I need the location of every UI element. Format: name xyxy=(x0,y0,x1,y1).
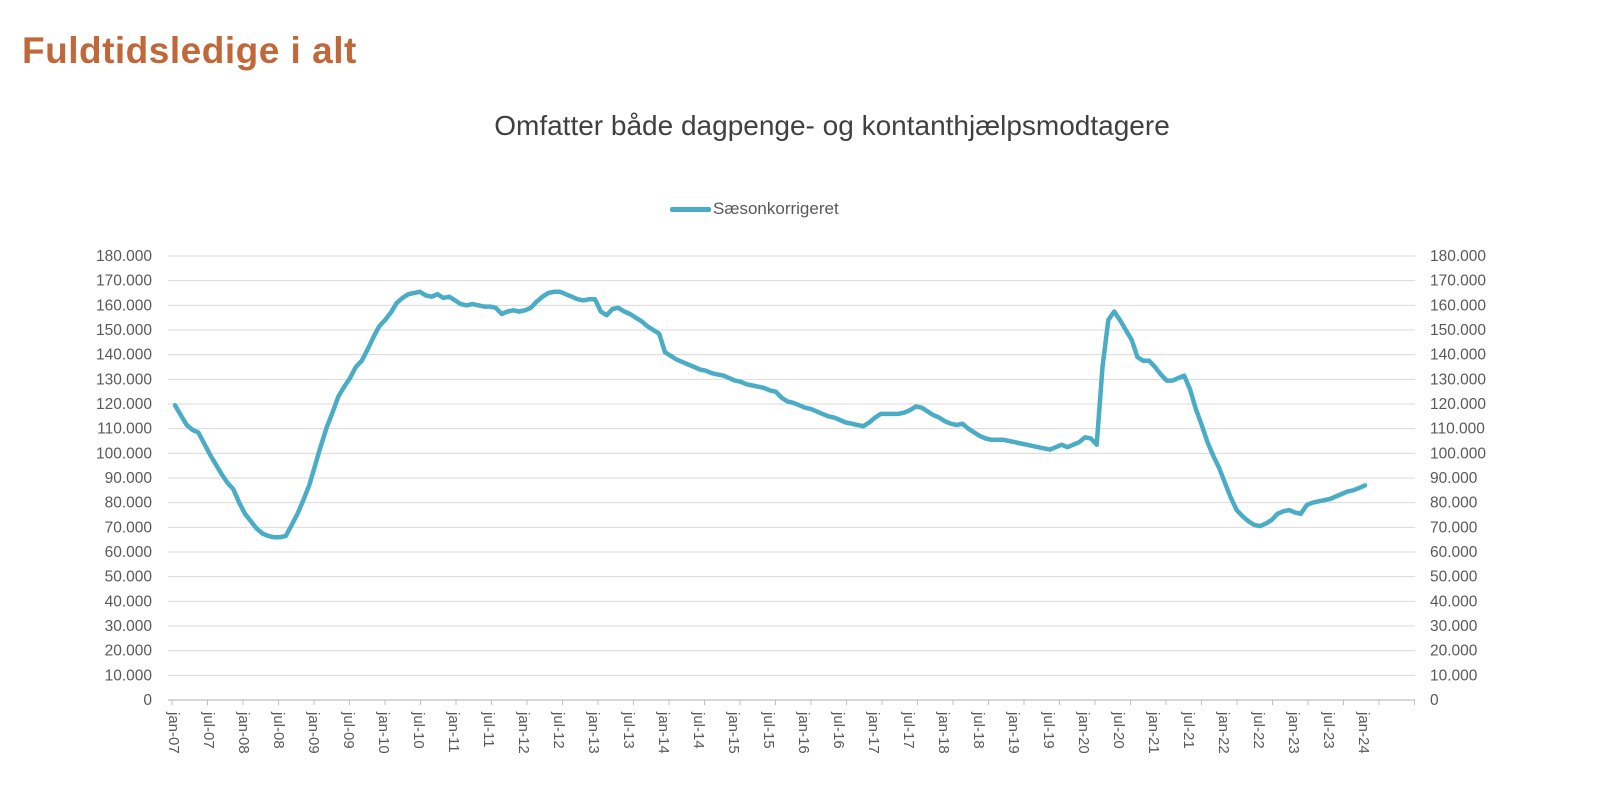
x-axis-label: jul-23 xyxy=(1320,711,1337,749)
y-axis-label-right: 80.000 xyxy=(1430,495,1478,512)
y-axis-label-left: 130.000 xyxy=(96,371,152,388)
x-axis-label: jul-13 xyxy=(620,711,637,749)
y-axis-label-left: 90.000 xyxy=(105,470,153,487)
y-axis-label-right: 140.000 xyxy=(1430,347,1486,364)
y-axis-label-right: 150.000 xyxy=(1430,322,1486,339)
x-axis-label: jan-21 xyxy=(1145,711,1162,754)
y-axis-label-right: 10.000 xyxy=(1430,667,1478,684)
chart-title: Omfatter både dagpenge- og kontanthjælps… xyxy=(494,110,1170,141)
x-axis-label: jan-18 xyxy=(935,711,952,754)
y-axis-label-left: 10.000 xyxy=(105,667,153,684)
y-axis-label-right: 100.000 xyxy=(1430,445,1486,462)
y-axis-label-left: 80.000 xyxy=(105,495,153,512)
y-axis-label-left: 30.000 xyxy=(105,618,153,635)
x-axis-label: jul-18 xyxy=(970,711,987,749)
x-axis-label: jan-07 xyxy=(165,711,182,754)
y-axis-label-right: 130.000 xyxy=(1430,371,1486,388)
y-axis-label-right: 50.000 xyxy=(1430,569,1478,586)
x-axis-label: jul-14 xyxy=(690,711,707,749)
y-axis-label-right: 120.000 xyxy=(1430,396,1486,413)
x-axis-label: jul-08 xyxy=(270,711,287,749)
legend-line-swatch-icon xyxy=(670,206,711,212)
y-axis-label-right: 30.000 xyxy=(1430,618,1478,635)
y-axis-label-left: 150.000 xyxy=(96,322,152,339)
y-axis-label-right: 90.000 xyxy=(1430,470,1478,487)
x-axis-label: jan-24 xyxy=(1355,711,1372,754)
series-line-saesonkorrigeret xyxy=(172,289,1368,540)
y-axis-label-left: 0 xyxy=(143,692,152,709)
x-axis-label: jan-19 xyxy=(1005,711,1022,754)
y-axis-label-left: 70.000 xyxy=(105,519,153,536)
y-axis-label-left: 140.000 xyxy=(96,347,152,364)
y-axis-label-right: 110.000 xyxy=(1430,421,1485,438)
x-axis-label: jan-09 xyxy=(305,711,322,754)
x-axis-label: jan-12 xyxy=(515,711,532,754)
y-axis-label-left: 160.000 xyxy=(96,297,152,314)
y-axis-label-left: 20.000 xyxy=(105,643,153,660)
y-axis-label-right: 70.000 xyxy=(1430,519,1478,536)
legend-series-label: Sæsonkorrigeret xyxy=(713,199,839,218)
x-axis-label: jan-11 xyxy=(445,711,462,753)
y-axis-label-right: 170.000 xyxy=(1430,273,1486,290)
x-axis-label: jan-23 xyxy=(1285,711,1302,754)
y-axis-label-right: 60.000 xyxy=(1430,544,1478,561)
x-axis-label: jan-16 xyxy=(795,711,812,754)
y-axis-label-left: 170.000 xyxy=(96,273,152,290)
chart-legend: Sæsonkorrigeret xyxy=(670,199,839,219)
x-axis-label: jan-13 xyxy=(585,711,602,754)
y-axis-label-left: 40.000 xyxy=(105,593,153,610)
x-axis-label: jul-20 xyxy=(1110,711,1127,749)
y-axis-label-right: 160.000 xyxy=(1430,297,1486,314)
y-axis-label-right: 20.000 xyxy=(1430,643,1478,660)
x-axis-label: jul-09 xyxy=(340,711,357,749)
x-axis-label: jan-14 xyxy=(655,711,672,754)
x-axis-label: jan-15 xyxy=(725,711,742,754)
x-axis-label: jan-22 xyxy=(1215,711,1232,754)
x-axis-label: jul-16 xyxy=(830,711,847,749)
y-axis-label-right: 180.000 xyxy=(1430,248,1486,265)
y-axis-label-left: 110.000 xyxy=(97,421,152,438)
x-axis-label: jan-20 xyxy=(1075,711,1092,754)
y-axis-label-left: 50.000 xyxy=(105,569,153,586)
x-axis-label: jul-22 xyxy=(1250,711,1267,749)
y-axis-label-right: 40.000 xyxy=(1430,593,1478,610)
x-axis-label: jan-17 xyxy=(865,711,882,754)
x-axis-label: jul-19 xyxy=(1040,711,1057,749)
page-title: Fuldtidsledige i alt xyxy=(22,30,357,71)
y-axis-label-right: 0 xyxy=(1430,692,1439,709)
x-axis-label: jul-17 xyxy=(900,711,917,749)
x-axis-label: jul-21 xyxy=(1180,711,1197,749)
x-axis-label: jul-07 xyxy=(200,711,217,749)
x-axis-label: jul-12 xyxy=(550,711,567,749)
y-axis-label-left: 180.000 xyxy=(96,248,152,265)
y-axis-label-left: 120.000 xyxy=(96,396,152,413)
y-axis-label-left: 100.000 xyxy=(96,445,152,462)
x-axis-label: jan-08 xyxy=(235,711,252,754)
x-axis-label: jul-10 xyxy=(410,711,427,749)
x-axis-label: jan-10 xyxy=(375,711,392,754)
x-axis-label: jul-11 xyxy=(480,711,497,748)
x-axis-label: jul-15 xyxy=(760,711,777,749)
y-axis-label-left: 60.000 xyxy=(105,544,153,561)
